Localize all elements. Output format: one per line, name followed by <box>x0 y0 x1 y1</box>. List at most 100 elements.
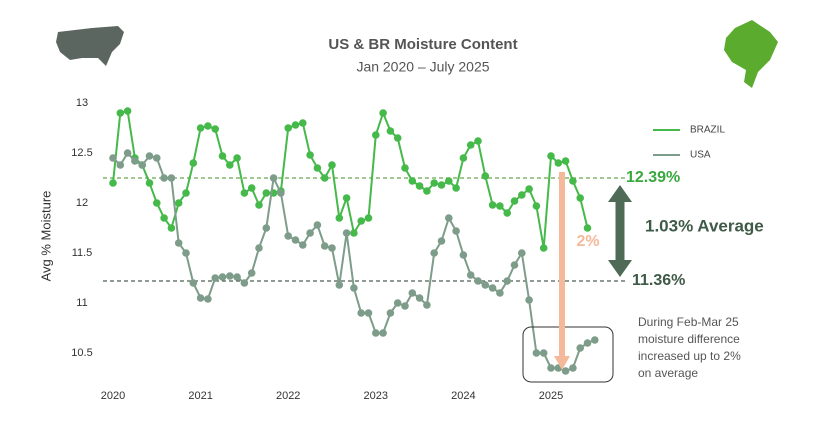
data-point <box>364 309 373 317</box>
data-point <box>437 181 446 189</box>
data-point <box>518 191 526 199</box>
average-arrow-head <box>608 260 632 277</box>
data-point <box>569 364 577 372</box>
data-point <box>459 251 468 259</box>
note-line: moisture difference <box>638 332 740 346</box>
data-point <box>488 201 497 209</box>
y-tick-label: 12 <box>76 197 88 209</box>
legend-label: USA <box>690 150 711 161</box>
data-point <box>503 277 512 285</box>
y-tick-label: 13 <box>76 97 88 109</box>
data-point <box>350 284 358 292</box>
data-point <box>372 131 380 139</box>
data-point <box>437 237 446 245</box>
data-point <box>583 224 592 232</box>
data-point <box>247 184 256 192</box>
data-point <box>510 197 519 205</box>
data-point <box>415 294 424 302</box>
legend-label: BRAZIL <box>690 125 725 136</box>
data-point <box>525 185 533 193</box>
data-point <box>153 199 161 207</box>
x-tick-label: 2024 <box>451 390 475 402</box>
data-point <box>518 249 526 257</box>
data-point <box>452 227 460 235</box>
data-point <box>452 184 460 192</box>
data-point <box>539 349 548 357</box>
data-point <box>430 249 439 257</box>
x-tick-label: 2020 <box>101 390 125 402</box>
data-point <box>167 224 176 232</box>
data-point <box>153 154 161 162</box>
data-point <box>342 229 351 237</box>
series-line <box>112 109 589 249</box>
x-tick-label: 2025 <box>539 390 563 402</box>
data-point <box>576 344 584 352</box>
data-point <box>262 189 271 197</box>
data-point <box>547 364 555 372</box>
data-point <box>269 174 278 182</box>
data-point <box>313 221 322 229</box>
data-point <box>160 214 168 222</box>
note-line: During Feb-Mar 25 <box>638 315 739 329</box>
data-point <box>233 273 241 281</box>
average-label: 1.03% Average <box>645 216 764 235</box>
note-line: increased up to 2% <box>638 349 741 363</box>
data-point <box>357 217 366 225</box>
data-point <box>510 261 519 269</box>
data-point <box>196 124 205 132</box>
data-point <box>182 249 190 257</box>
data-point <box>116 161 125 169</box>
data-point <box>481 281 490 289</box>
data-point <box>123 149 132 157</box>
data-point <box>496 289 504 297</box>
data-point <box>182 189 190 197</box>
data-point <box>445 214 453 222</box>
data-point <box>459 154 468 162</box>
data-point <box>576 194 584 202</box>
data-point <box>160 174 168 182</box>
data-point <box>561 157 570 165</box>
data-point <box>284 124 293 132</box>
data-point <box>174 239 183 247</box>
data-point <box>313 164 322 172</box>
data-point <box>488 284 497 292</box>
us-map <box>56 26 124 66</box>
data-point <box>474 137 482 145</box>
data-point <box>255 244 263 252</box>
data-point <box>277 189 285 197</box>
data-point <box>393 134 402 142</box>
data-point <box>167 174 176 182</box>
data-point <box>299 119 307 127</box>
data-point <box>218 273 227 281</box>
data-point <box>138 161 146 169</box>
data-point <box>335 281 344 289</box>
data-point <box>408 289 417 297</box>
data-point <box>291 121 300 129</box>
data-point <box>357 309 366 317</box>
data-point <box>240 279 249 287</box>
data-point <box>372 329 380 337</box>
data-point <box>532 349 541 357</box>
data-point <box>211 125 219 133</box>
data-point <box>218 152 227 160</box>
data-point <box>204 122 212 130</box>
data-point <box>350 229 358 237</box>
gap-arrow-head <box>554 356 570 370</box>
data-point <box>262 224 271 232</box>
y-tick-label: 11 <box>76 297 87 309</box>
data-point <box>109 154 117 162</box>
data-point <box>386 127 395 135</box>
data-point <box>423 301 431 309</box>
data-point <box>364 214 373 222</box>
chart-title: US & BR Moisture Content <box>328 36 517 53</box>
data-point <box>306 151 314 159</box>
data-point <box>393 299 402 307</box>
data-point <box>189 279 198 287</box>
data-point <box>284 232 293 240</box>
y-axis-label: Avg % Moisture <box>38 191 53 282</box>
data-point <box>569 177 577 185</box>
highlight-box <box>522 326 614 383</box>
note-line: on average <box>638 366 698 380</box>
data-point <box>379 109 387 117</box>
data-point <box>255 201 263 209</box>
